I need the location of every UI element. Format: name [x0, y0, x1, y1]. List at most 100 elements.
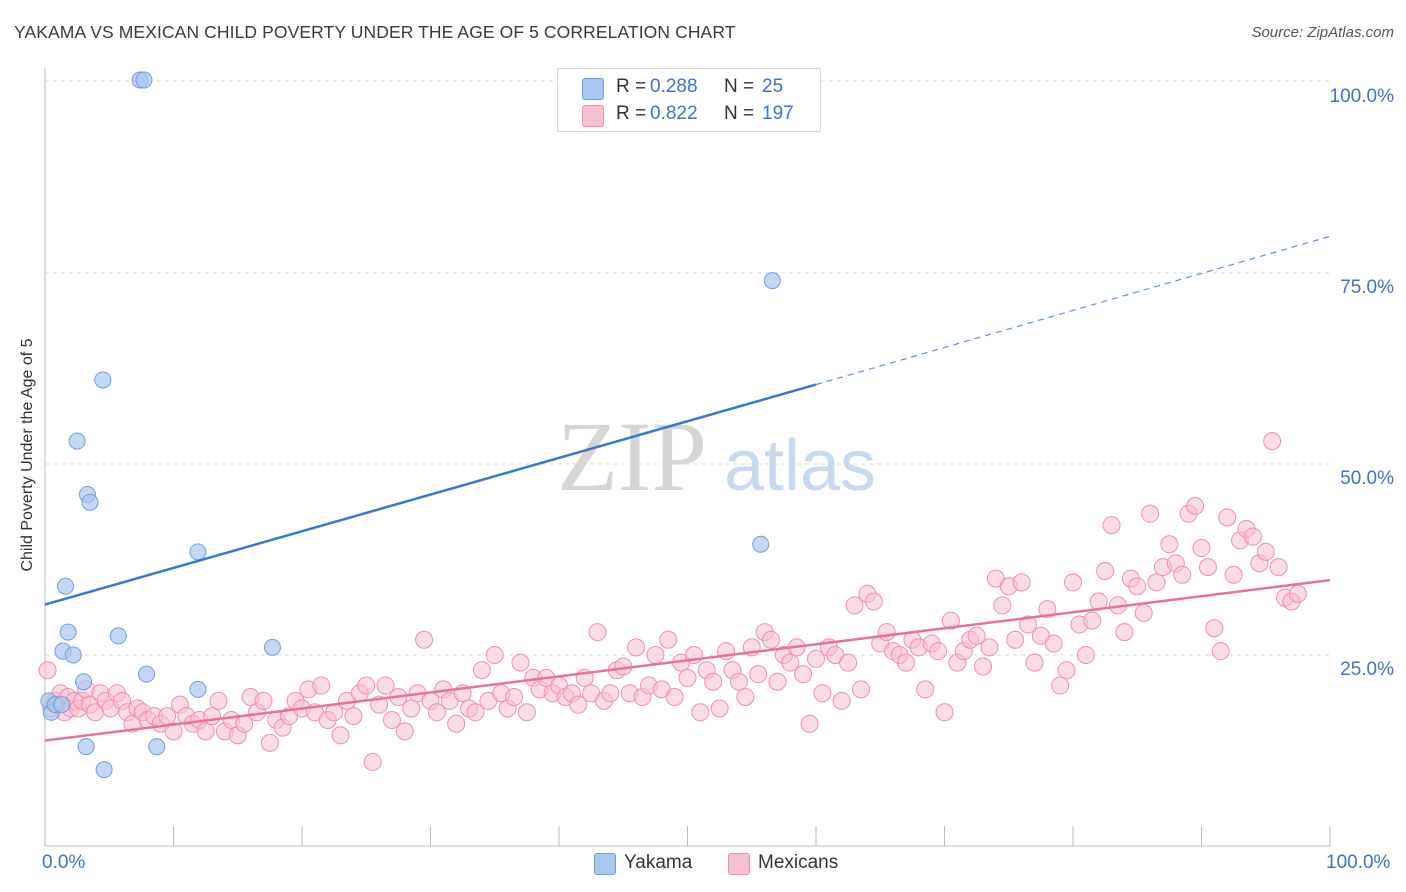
- mexican-point: [588, 623, 607, 642]
- y-tick-label: 100.0%: [1329, 86, 1394, 107]
- mexican-point: [1012, 573, 1031, 592]
- mexican-point: [1102, 516, 1121, 535]
- mexican-point: [517, 703, 536, 722]
- mexican-point: [794, 665, 813, 684]
- yakama-point: [68, 432, 86, 450]
- mexican-point: [1019, 615, 1038, 634]
- mexican-point: [749, 665, 768, 684]
- mexican-point: [395, 722, 414, 741]
- mexican-point: [967, 626, 986, 645]
- yakama-point: [64, 646, 82, 664]
- yakama-swatch: [594, 853, 616, 875]
- legend-n-label: N =: [724, 76, 755, 97]
- watermark: ZIP atlas: [557, 401, 876, 512]
- mexican-point: [485, 646, 504, 664]
- mexican-point: [935, 703, 954, 722]
- mexican-point: [691, 703, 710, 722]
- yakama-point: [57, 577, 75, 595]
- chart-title: YAKAMA VS MEXICAN CHILD POVERTY UNDER TH…: [14, 22, 736, 42]
- y-tick-label: 25.0%: [1340, 659, 1394, 680]
- mexican-point: [807, 649, 825, 668]
- mexicans-series: [38, 432, 1307, 771]
- mexican-point: [832, 691, 851, 710]
- x-tick-label: 0.0%: [42, 852, 86, 873]
- mexican-point: [1064, 573, 1082, 592]
- mexican-point: [929, 642, 948, 661]
- mexicans-trend-line: [44, 578, 1331, 742]
- mexican-point: [402, 699, 421, 718]
- mexican-point: [1263, 432, 1282, 451]
- mexican-point: [260, 733, 279, 752]
- yakama-point: [189, 543, 207, 561]
- yakama-point: [81, 493, 99, 511]
- yakama-point: [77, 738, 95, 756]
- mexican-point: [974, 657, 993, 676]
- mexican-point: [659, 630, 678, 649]
- mexican-point: [941, 611, 960, 630]
- mexican-point: [710, 699, 729, 718]
- mexican-point: [357, 676, 376, 695]
- mexicans-swatch: [582, 105, 604, 127]
- mexican-point: [569, 695, 588, 714]
- mexican-point: [896, 653, 915, 672]
- mexican-point: [1256, 542, 1275, 561]
- mexican-point: [627, 638, 646, 657]
- trend-lines: [44, 235, 1331, 742]
- mexican-point: [312, 676, 331, 695]
- source-note: Source: ZipAtlas.com: [1251, 24, 1394, 41]
- yakama-point: [763, 272, 781, 290]
- mexican-point: [980, 638, 999, 657]
- mexican-point: [1160, 535, 1179, 554]
- mexican-point: [1243, 527, 1262, 546]
- mexican-point: [209, 691, 228, 710]
- legend-r-value: 0.822: [650, 103, 698, 124]
- mexican-point: [1038, 600, 1057, 619]
- mexican-point: [813, 684, 832, 703]
- mexican-point: [164, 722, 183, 741]
- mexican-point: [1192, 539, 1211, 558]
- mexican-point: [1218, 508, 1237, 527]
- yakama-point: [189, 680, 207, 698]
- mexican-point: [993, 596, 1012, 615]
- mexican-point: [1025, 653, 1044, 672]
- yakama-point: [135, 71, 153, 89]
- mexican-point: [382, 710, 401, 729]
- mexican-point: [1198, 558, 1217, 577]
- mexicans-swatch: [728, 853, 750, 875]
- yakama-point: [138, 665, 156, 683]
- mexican-point: [447, 714, 466, 733]
- x-tick-label: 100.0%: [1326, 852, 1391, 873]
- mexican-point: [781, 653, 800, 672]
- mexican-point: [1269, 558, 1288, 577]
- mexican-point: [736, 688, 755, 707]
- mexican-point: [729, 672, 748, 691]
- legend-n-value: 25: [762, 76, 784, 97]
- mexican-point: [1134, 603, 1153, 622]
- yakama-series: [40, 71, 781, 779]
- mexican-point: [678, 668, 697, 687]
- mexican-point: [1115, 623, 1134, 642]
- mexican-point: [203, 707, 222, 726]
- mexican-point: [845, 596, 864, 615]
- mexican-point: [800, 714, 819, 733]
- mexican-point: [376, 676, 395, 695]
- mexican-point: [331, 726, 350, 745]
- legend-n-label: N =: [724, 103, 755, 124]
- mexican-point: [601, 684, 620, 703]
- yakama-point: [53, 696, 71, 714]
- mexican-point: [916, 680, 935, 699]
- legend-r-value: 0.288: [650, 76, 698, 97]
- legend-n-value: 197: [762, 103, 794, 124]
- mexican-point: [472, 661, 491, 680]
- watermark-atlas: atlas: [724, 426, 876, 506]
- mexican-point: [704, 672, 723, 691]
- yakama-point: [75, 673, 93, 691]
- yakama-point: [752, 535, 770, 553]
- mexican-point: [839, 653, 858, 672]
- yakama-point: [59, 623, 77, 641]
- bottom-legend-label: Mexicans: [758, 852, 839, 873]
- mexican-point: [1211, 642, 1230, 661]
- mexican-point: [877, 623, 896, 642]
- y-tick-label: 75.0%: [1340, 277, 1394, 298]
